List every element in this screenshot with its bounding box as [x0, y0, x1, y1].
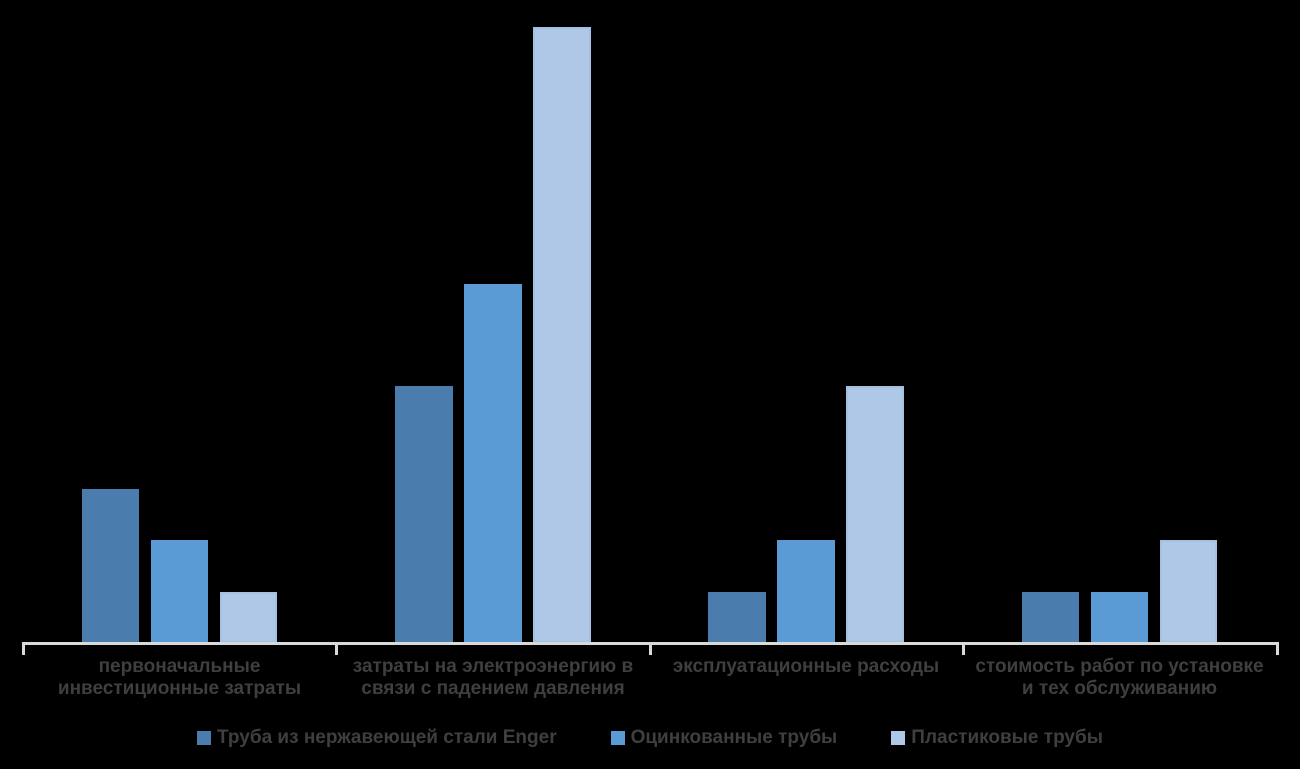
- legend-swatch-icon: [197, 731, 212, 745]
- legend-label: Оцинкованные трубы: [630, 727, 838, 748]
- chart-legend: Труба из нержавеющей стали Enger Оцинков…: [0, 727, 1300, 749]
- category-label-line: первоначальные: [98, 656, 261, 677]
- category-label: эксплуатационные расходы: [636, 656, 976, 678]
- bar-series-3-group-3: [846, 386, 904, 643]
- bar-series-2-group-3: [777, 540, 835, 643]
- x-axis-line: [23, 642, 1277, 645]
- bar-series-3-group-4: [1159, 540, 1218, 643]
- category-label-line: инвестиционные затраты: [57, 678, 302, 699]
- x-axis-tick: [21, 642, 25, 655]
- legend-item: Труба из нержавеющей стали Enger: [197, 727, 557, 749]
- bar-series-2-group-2: [464, 284, 522, 643]
- x-axis-tick: [648, 642, 652, 655]
- bar-series-3-group-1: [219, 592, 278, 643]
- category-label-line: связи с падением давления: [361, 678, 625, 699]
- category-label: затраты на электроэнергию в связи с паде…: [323, 656, 663, 700]
- bar-series-2-group-1: [150, 540, 209, 643]
- legend-item: Пластиковые трубы: [891, 727, 1103, 749]
- bar-series-1-group-2: [395, 386, 453, 643]
- legend-swatch-icon: [891, 731, 906, 745]
- legend-label: Труба из нержавеющей стали Enger: [217, 727, 557, 748]
- bar-series-1-group-4: [1021, 592, 1080, 643]
- category-label-line: эксплуатационные расходы: [672, 656, 940, 677]
- legend-swatch-icon: [610, 731, 625, 745]
- category-label-line: стоимость работ по установке: [975, 656, 1264, 677]
- x-axis-tick: [1275, 642, 1279, 655]
- category-label-line: и тех обслуживанию: [1021, 678, 1218, 699]
- legend-item: Оцинкованные трубы: [610, 727, 838, 749]
- category-label: первоначальные инвестиционные затраты: [10, 656, 350, 700]
- bar-series-3-group-2: [533, 27, 591, 643]
- x-axis-tick: [335, 642, 338, 655]
- x-axis-tick: [962, 642, 965, 655]
- bar-series-2-group-4: [1090, 592, 1149, 643]
- category-label-line: затраты на электроэнергию в: [352, 656, 634, 677]
- bar-series-1-group-1: [81, 489, 140, 643]
- category-label: стоимость работ по установке и тех обслу…: [950, 656, 1290, 700]
- bar-series-1-group-3: [708, 592, 766, 643]
- legend-label: Пластиковые трубы: [911, 727, 1103, 748]
